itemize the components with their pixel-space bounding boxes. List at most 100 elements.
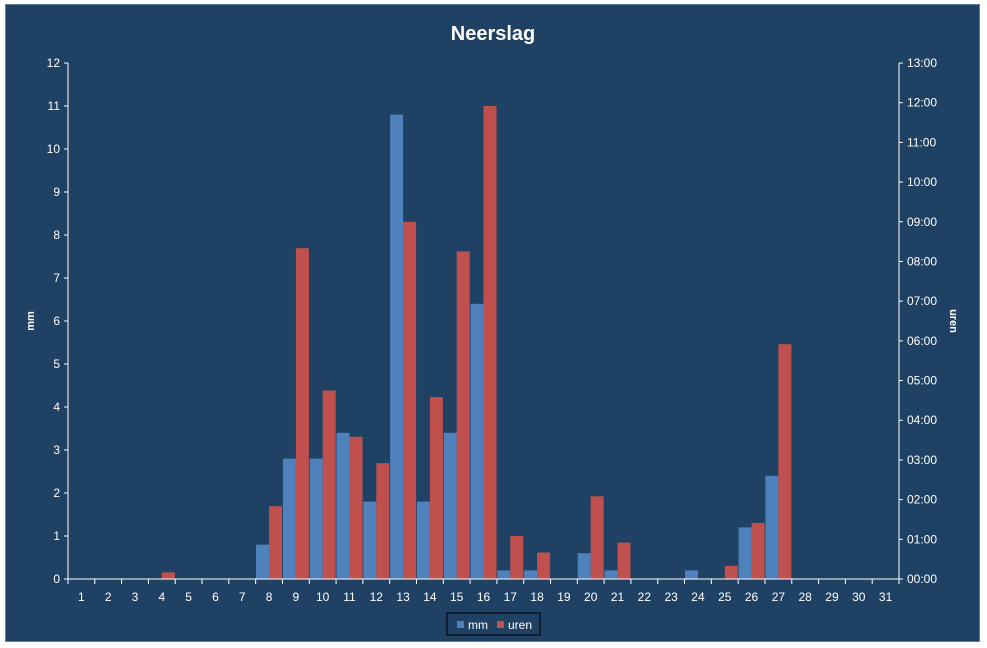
x-tick-label: 9 [293,590,300,604]
x-tick-label: 12 [370,590,384,604]
y2-tick-label: 02:00 [907,493,937,507]
x-tick-label: 5 [185,590,192,604]
x-tick-label: 28 [798,590,812,604]
bar-uren-12 [376,463,390,579]
y2-tick-label: 12:00 [907,96,937,110]
y2-tick-label: 00:00 [907,572,937,586]
x-tick-label: 6 [212,590,219,604]
bar-uren-4 [161,572,175,579]
y-tick-label: 9 [53,185,60,199]
x-tick-label: 18 [530,590,544,604]
bar-uren-11 [349,436,363,579]
bar-uren-9 [295,248,309,579]
chart-frame: Neerslag 0 1 2 3 4 5 6 7 8 9 10 11 12 00:00 01:00 02:0… [5,4,980,642]
y2-tick-label: 09:00 [907,215,937,229]
y-tick-label: 11 [48,99,61,113]
x-tick-label: 24 [691,590,705,604]
y-tick-label: 7 [53,271,60,285]
bar-uren-13 [403,221,417,580]
y-axis-label: mm [25,311,37,331]
bars-group [161,106,792,580]
bar-mm-15 [443,432,457,579]
x-tick-label: 3 [132,590,139,604]
bar-mm-26 [738,527,752,579]
bar-mm-13 [390,114,404,579]
y2-tick-label: 08:00 [907,254,937,268]
x-tick-label: 20 [584,590,598,604]
x-tick-label: 16 [477,590,491,604]
y-tick-label: 3 [53,443,60,457]
bar-uren-26 [751,522,765,579]
legend-label-mm: mm [468,618,488,632]
x-tick-label: 1 [78,590,85,604]
x-tick-label: 29 [825,590,839,604]
y2-tick-label: 03:00 [907,453,937,467]
y-tick-label: 12 [47,56,61,70]
bar-mm-24 [685,570,698,579]
x-tick-label: 2 [105,590,112,604]
legend-label-uren: uren [508,618,532,632]
bar-uren-20 [590,496,604,579]
x-tick-label: 19 [557,590,571,604]
y2-tick-label: 05:00 [907,374,937,388]
y2-tick-label: 11:00 [907,135,936,149]
bar-mm-27 [765,475,779,579]
x-tick-label: 10 [316,590,330,604]
y2-axis-label: uren [947,309,959,333]
bar-mm-14 [416,501,430,579]
x-tick-label: 31 [879,590,893,604]
x-tick-label: 30 [852,590,866,604]
bar-mm-11 [336,432,350,579]
x-tick-label: 15 [450,590,464,604]
bar-uren-8 [269,506,282,579]
y-tick-label: 10 [47,142,61,156]
bar-uren-27 [778,344,792,579]
y2-tick-label: 06:00 [907,334,937,348]
bar-mm-16 [470,303,484,579]
chart-title: Neerslag [451,23,536,45]
y-tick-label: 4 [53,400,60,414]
x-tick-label: 23 [664,590,678,604]
y2-tick-label: 04:00 [907,413,937,427]
y-tick-label: 5 [53,357,60,371]
x-ticks-group: 1 2 3 4 5 6 7 8 9 10 11 12 13 14 15 16 17 18 19 20 21 22 23 24 2… [67,579,900,604]
bar-uren-10 [322,390,336,579]
bar-uren-18 [537,552,551,579]
legend: mm uren [446,612,541,636]
x-tick-label: 8 [266,590,273,604]
bar-mm-18 [524,570,538,579]
bar-uren-21 [617,542,631,579]
x-tick-label: 21 [611,590,625,604]
y2-tick-label: 01:00 [907,532,937,546]
x-tick-label: 7 [239,590,246,604]
bar-uren-17 [510,536,524,579]
y2-ticks-group: 00:00 01:00 02:00 03:00 04:00 05:00 06:00 07:00… [899,56,937,586]
bar-mm-9 [282,458,296,579]
x-tick-label: 27 [772,590,786,604]
y-tick-label: 2 [53,486,60,500]
x-tick-label: 4 [158,590,165,604]
bar-mm-17 [497,570,511,579]
y2-tick-label: 07:00 [907,294,937,308]
x-tick-label: 25 [718,590,732,604]
bar-mm-21 [604,570,618,579]
x-tick-label: 13 [396,590,410,604]
x-tick-label: 14 [423,590,437,604]
y-tick-label: 0 [53,572,60,586]
bar-mm-10 [309,458,323,579]
x-tick-label: 11 [343,590,356,604]
bar-uren-25 [724,565,738,579]
y-tick-label: 1 [53,529,60,543]
x-tick-label: 26 [745,590,759,604]
y2-tick-label: 10:00 [907,175,937,189]
legend-swatch-mm [457,621,464,628]
bar-mm-8 [256,544,269,579]
x-tick-label: 22 [638,590,652,604]
bar-uren-15 [456,251,470,579]
x-tick-label: 17 [504,590,518,604]
y-tick-label: 8 [53,228,60,242]
bar-uren-14 [429,397,443,579]
legend-box [446,612,541,636]
